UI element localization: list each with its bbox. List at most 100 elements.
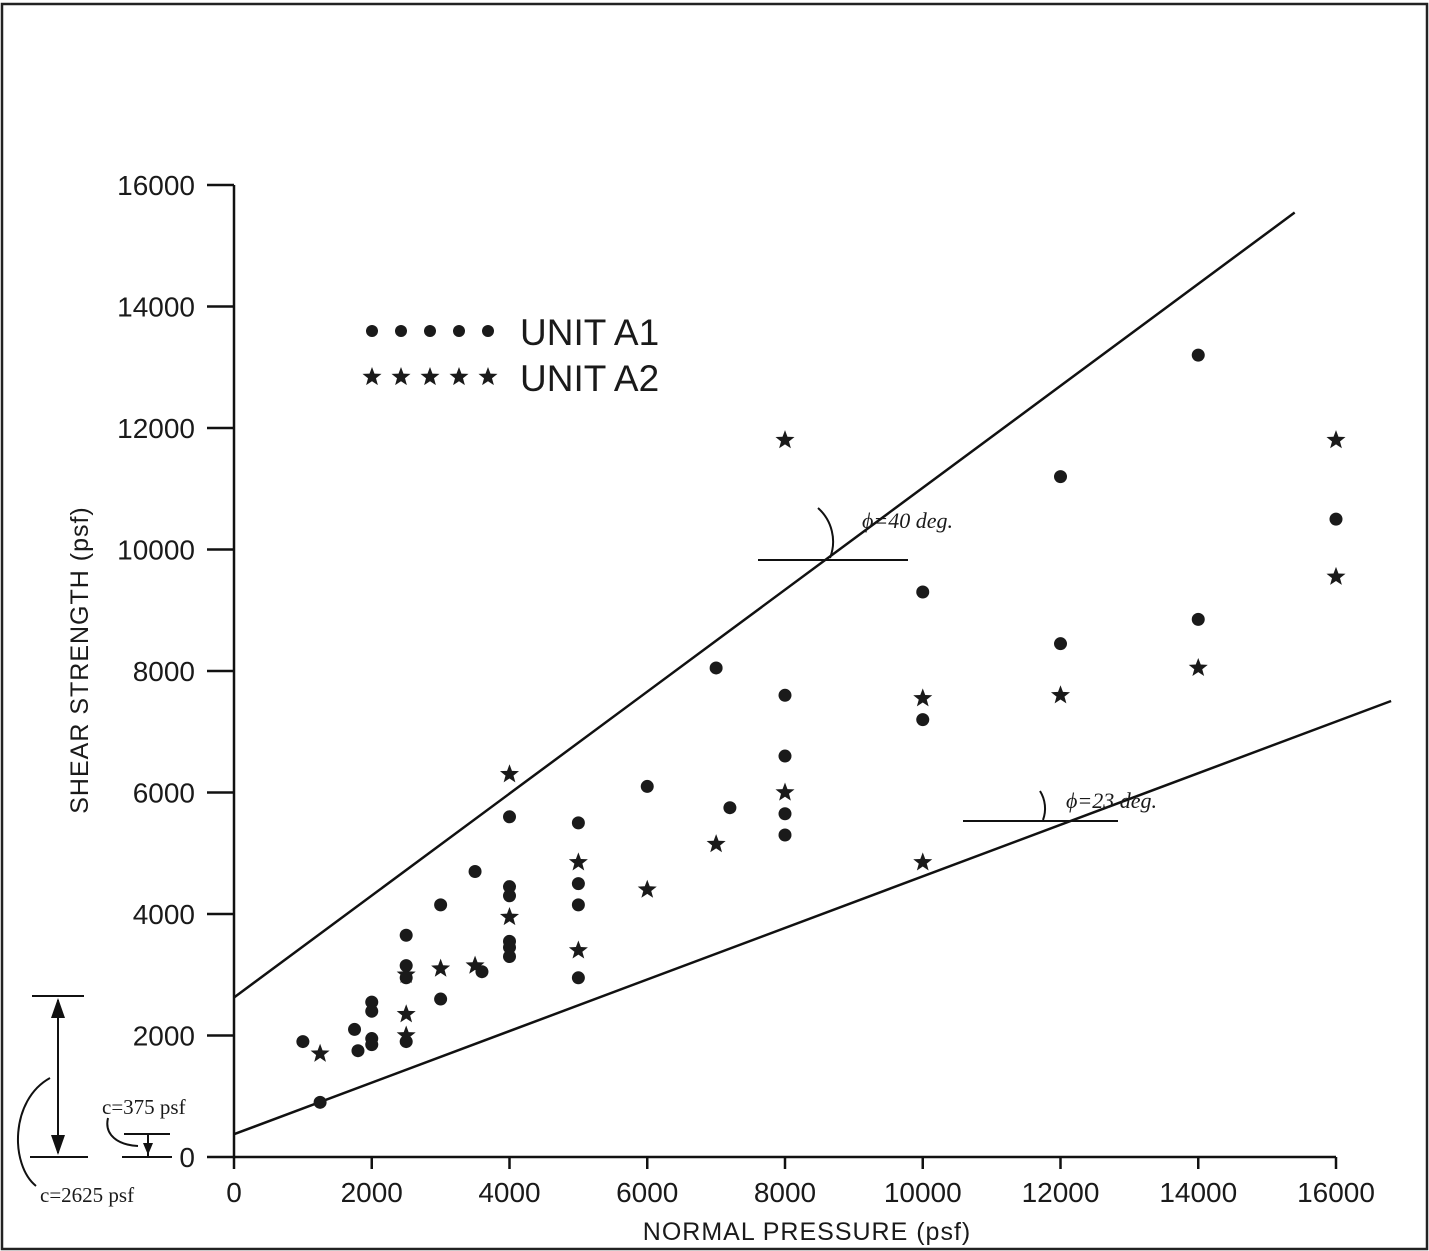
x-tick-label: 12000	[1022, 1177, 1100, 1208]
unit-a1-point	[571, 898, 585, 912]
unit-a2-point	[637, 879, 657, 898]
unit-a2-point	[913, 852, 933, 871]
y-tick-label: 2000	[133, 1021, 195, 1052]
unit-a2-point	[465, 955, 485, 974]
c-lower-label: c=375 psf	[102, 1095, 186, 1119]
legend-marker-circle	[424, 325, 436, 337]
unit-a1-point	[503, 880, 516, 894]
x-tick-label: 0	[226, 1177, 242, 1208]
angle-40-label: ϕ=40 deg.	[862, 508, 953, 533]
x-tick-label: 10000	[884, 1177, 962, 1208]
unit-a2-point	[396, 964, 416, 983]
unit-a1-point	[778, 749, 792, 763]
x-axis-title: NORMAL PRESSURE (psf)	[643, 1218, 971, 1246]
x-tick-label: 2000	[341, 1177, 403, 1208]
unit-a2-point	[499, 764, 520, 783]
unit-a1-point	[503, 889, 516, 903]
legend: UNIT A1 UNIT A2	[362, 312, 659, 399]
y-tick-label: 16000	[117, 170, 195, 201]
legend-marker-star	[449, 367, 469, 386]
angle-23-label: ϕ=23 deg.	[1066, 788, 1157, 813]
unit-a2-point	[431, 958, 451, 977]
unit-a1-point	[313, 1095, 327, 1109]
unit-a2-point	[568, 852, 588, 871]
legend-marker-circle	[395, 325, 407, 337]
unit-a1-point	[434, 898, 448, 912]
y-tick-label: 4000	[133, 899, 195, 930]
c-upper-arrow-top	[51, 998, 65, 1018]
angle-annotation-23: ϕ=23 deg.	[963, 788, 1157, 822]
legend-marker-star	[420, 367, 440, 386]
unit-a2-point	[396, 1004, 416, 1023]
unit-a1-point	[296, 1035, 310, 1049]
c-lower-leader	[106, 1117, 139, 1147]
y-tick-label: 14000	[117, 292, 195, 323]
unit-a1-point	[365, 995, 379, 1009]
unit-a1-point	[1329, 512, 1343, 526]
unit-a2-point	[310, 1043, 330, 1062]
unit-a2-point	[775, 430, 795, 449]
unit-a1-point	[916, 713, 930, 727]
unit-a1-point	[399, 928, 413, 942]
y-tick-label: 0	[179, 1142, 195, 1173]
unit-a2-point	[568, 940, 588, 959]
x-tick-label: 14000	[1159, 1177, 1237, 1208]
y-tick-label: 8000	[133, 656, 195, 687]
y-tick-label: 10000	[117, 535, 195, 566]
unit-a2-point	[706, 834, 726, 853]
unit-a2-point	[396, 1025, 416, 1044]
unit-a2-point	[1188, 657, 1208, 677]
unit-a1-point	[1054, 637, 1067, 651]
envelope-line-phi-23	[233, 699, 1392, 1136]
legend-marker-star	[478, 367, 498, 386]
legend-markers-unit-a1	[366, 325, 494, 337]
legend-marker-circle	[482, 325, 494, 337]
cohesion-annotation-lower: c=375 psf	[102, 1095, 186, 1158]
unit-a1-point	[365, 1038, 379, 1052]
y-axis-ticks: 0 2000 4000 6000 8000 10000 12000 14000 16000	[117, 170, 234, 1173]
unit-a1-point	[709, 661, 723, 675]
unit-a2-point	[499, 907, 520, 926]
unit-a1-point	[503, 940, 516, 954]
unit-a1-point	[351, 1044, 365, 1058]
unit-a2-point	[1050, 685, 1071, 704]
legend-marker-circle	[453, 325, 465, 337]
unit-a1-point	[640, 779, 654, 793]
y-tick-label: 6000	[133, 778, 195, 809]
unit-a1-point	[365, 1004, 379, 1018]
angle-40-arc	[817, 507, 835, 559]
unit-a1-point	[1191, 348, 1205, 362]
unit-a2-point	[913, 688, 933, 707]
unit-a1-point	[503, 810, 516, 824]
unit-a1-point	[348, 1022, 362, 1036]
unit-a1-point	[571, 816, 585, 830]
unit-a1-point	[778, 828, 792, 842]
c-upper-leader	[16, 1077, 51, 1187]
unit-a1-point	[778, 688, 792, 702]
legend-marker-star	[391, 367, 411, 386]
data-points	[296, 348, 1346, 1109]
x-axis-ticks: 0 2000 4000 6000 8000 10000 12000 14000 16000	[226, 1157, 1375, 1208]
cohesion-annotation-upper: c=2625 psf	[16, 995, 134, 1207]
c-lower-arrow	[143, 1143, 153, 1155]
c-upper-label: c=2625 psf	[40, 1183, 134, 1207]
unit-a1-point	[916, 585, 930, 599]
unit-a1-point	[571, 877, 585, 891]
unit-a1-point	[1054, 470, 1067, 484]
x-tick-label: 6000	[616, 1177, 678, 1208]
legend-marker-circle	[366, 325, 378, 337]
x-tick-label: 4000	[478, 1177, 540, 1208]
angle-23-arc	[1039, 790, 1047, 821]
c-upper-arrow-bottom	[51, 1135, 65, 1155]
unit-a1-point	[1191, 612, 1205, 626]
x-tick-label: 16000	[1297, 1177, 1375, 1208]
legend-markers-unit-a2	[362, 367, 498, 386]
unit-a2-point	[1326, 430, 1346, 449]
x-tick-label: 8000	[754, 1177, 816, 1208]
legend-marker-star	[362, 367, 382, 386]
unit-a2-point	[1326, 566, 1346, 585]
legend-label-unit-a1: UNIT A1	[520, 312, 659, 353]
envelope-line-phi-40	[233, 211, 1296, 999]
